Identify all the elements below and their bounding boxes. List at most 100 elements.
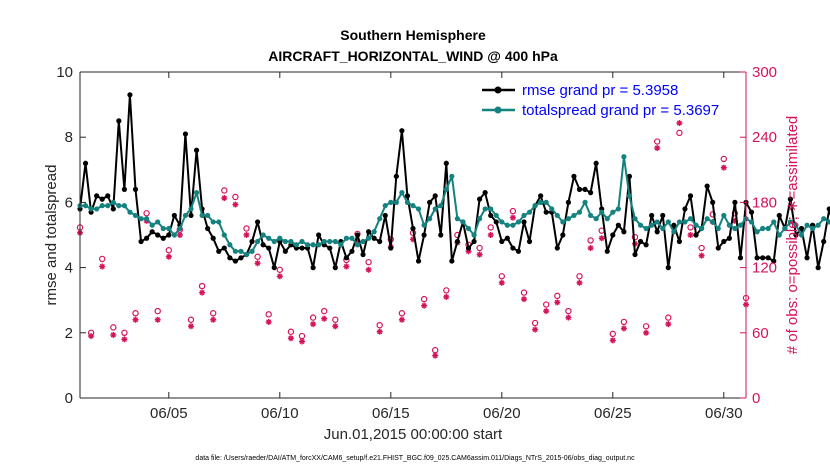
obs-possible-point [243,225,250,232]
totalspread-point [510,222,516,228]
rmse-point [205,225,211,232]
totalspread-point [277,235,283,241]
obs-assimilated-point [365,266,372,273]
star-stroke [121,336,127,342]
y-axis-label-right: # of obs: o=possible; ∗=assimilated [784,116,801,355]
totalspread-point [304,242,311,248]
obs-assimilated-point [310,321,317,328]
totalspread-point [160,225,166,232]
obs-assimilated-point [254,260,261,267]
legend: rmse grand pr = 5.3958 totalspread grand… [482,82,719,119]
obs-assimilated-point [421,302,428,309]
rmse-point [404,193,411,199]
rmse-point [327,245,333,251]
totalspread-point [82,203,89,209]
totalspread-point [449,173,455,179]
totalspread-point [299,238,305,245]
obs-possible-point [298,332,306,340]
rmse-point [721,238,727,245]
y-tick-label: 6 [65,194,73,211]
totalspread-point [493,212,499,219]
star-stroke [532,326,538,333]
obs-possible-point [531,319,539,327]
rmse-point [671,222,677,228]
totalspread-point [782,225,788,232]
totalspread-point [388,199,394,205]
totalspread-point [810,225,816,232]
totalspread-point [660,225,666,232]
rmse-point [676,238,683,245]
rmse-point [687,193,694,199]
rmse-point [266,245,272,251]
totalspread-point [571,212,577,219]
rmse-point [771,258,777,264]
totalspread-point [338,242,344,248]
totalspread-point [604,216,610,222]
star-stroke [243,232,250,238]
obs-possible-point [642,323,650,330]
rmse-point [499,238,505,245]
obs-possible-point [154,307,161,315]
rmse-point [282,248,288,254]
totalspread-point [249,248,255,254]
totalspread-point [621,154,627,160]
star-stroke [366,267,372,273]
rmse-point [249,238,255,245]
obs-possible-point [698,244,705,252]
totalspread-point [216,219,222,225]
totalspread-point [199,212,205,219]
obs-assimilated-point [665,321,672,328]
totalspread-point [138,216,144,222]
obs-assimilated-point [609,337,616,344]
totalspread-point [166,225,172,232]
totalspread-point [549,206,555,212]
totalspread-point [288,238,294,245]
totalspread-point [776,232,782,238]
obs-possible-point [232,193,239,201]
obs-possible-point [476,244,483,252]
obs-assimilated-point [554,299,561,306]
rmse-point [377,238,383,245]
obs-possible-point [498,273,505,280]
rmse-point [543,209,549,215]
rmse-point [560,232,566,238]
totalspread-point [748,219,755,225]
totalspread-point [760,225,766,232]
totalspread-point [132,212,139,219]
totalspread-point [221,232,227,238]
totalspread-point [471,232,477,238]
obs-assimilated-point [643,329,650,336]
obs-possible-point [520,289,528,296]
star-stroke [332,323,338,329]
rmse-point [821,238,827,245]
obs-assimilated-point [676,120,683,127]
obs-assimilated-point [587,245,594,252]
obs-possible-point [443,287,450,294]
rmse-point [615,222,621,228]
obs-assimilated-point [121,336,128,343]
rmse-point [621,229,627,235]
x-tick-label: 06/10 [261,405,299,422]
totalspread-point [826,219,830,225]
obs-possible-point [654,138,661,145]
rmse-point [354,232,361,238]
rmse-point [776,212,782,219]
star-stroke [255,260,261,266]
totalspread-point [260,232,266,238]
totalspread-point [521,212,527,219]
rmse-point [454,238,460,245]
totalspread-point [443,186,449,192]
totalspread-point [354,242,361,248]
totalspread-point [110,199,116,205]
totalspread-point [693,222,699,228]
obs-possible-point [332,316,339,323]
totalspread-point [554,212,560,219]
totalspread-point [321,238,327,245]
totalspread-point [737,222,744,228]
rmse-point [349,248,355,254]
star-stroke [599,235,605,241]
rmse-point [804,255,810,261]
plot-frame [79,71,747,399]
totalspread-point [371,229,377,235]
obs-assimilated-point [532,326,539,333]
